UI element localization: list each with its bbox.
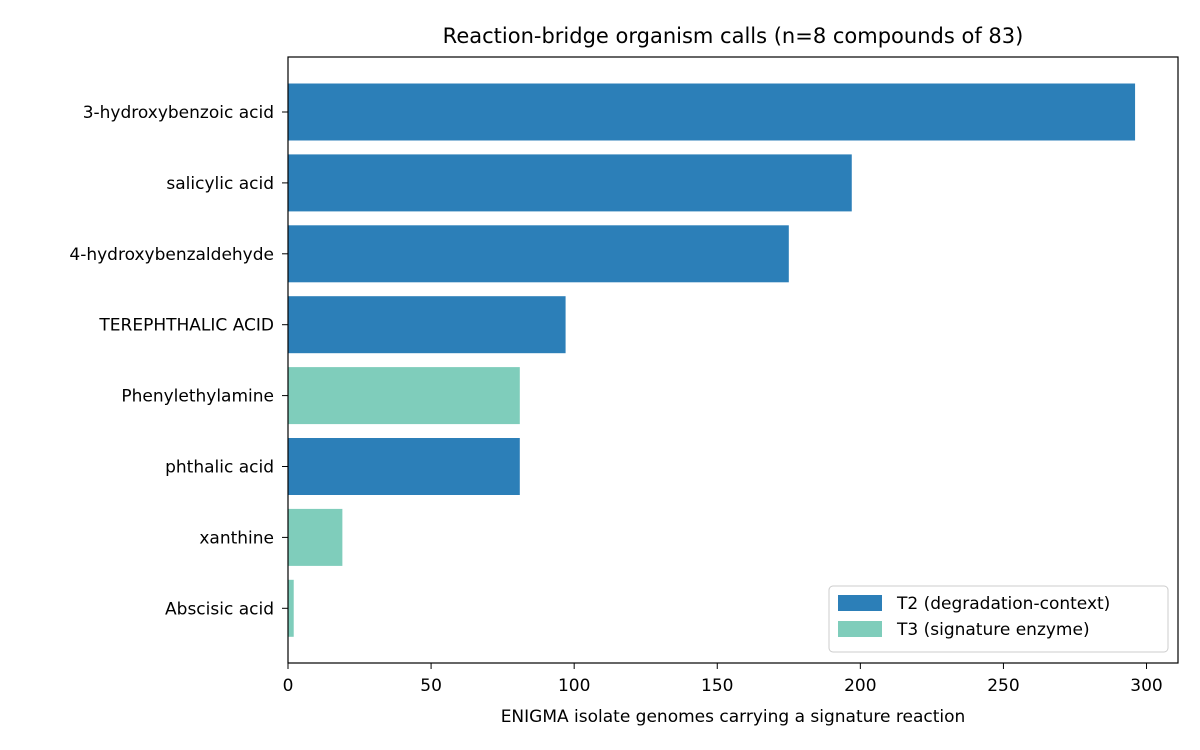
y-tick-label: Phenylethylamine: [121, 387, 274, 407]
x-tick-label: 50: [420, 676, 442, 696]
x-axis-label: ENIGMA isolate genomes carrying a signat…: [501, 707, 966, 727]
x-tick-label: 300: [1130, 676, 1162, 696]
legend-swatch-t3: [838, 621, 882, 637]
legend-label-t3: T3 (signature enzyme): [896, 620, 1090, 640]
y-tick-label: xanthine: [199, 528, 274, 548]
bar-2: [288, 225, 789, 283]
x-tick-label: 100: [558, 676, 590, 696]
x-tick-label: 150: [701, 676, 733, 696]
legend: T2 (degradation-context) T3 (signature en…: [828, 585, 1169, 653]
bar-1: [288, 154, 852, 212]
bar-3: [288, 296, 566, 354]
y-tick-label: 4-hydroxybenzaldehyde: [69, 245, 274, 265]
y-tick-label: Abscisic acid: [165, 599, 274, 619]
y-tick-label: TEREPHTHALIC ACID: [98, 316, 274, 336]
chart-title: Reaction-bridge organism calls (n=8 comp…: [443, 24, 1024, 48]
x-tick-label: 250: [987, 676, 1019, 696]
x-axis-ticks: 0 50 100 150 200 250 300: [283, 663, 1163, 696]
y-tick-label: 3-hydroxybenzoic acid: [83, 103, 274, 123]
y-tick-label: salicylic acid: [166, 174, 274, 194]
bar-7: [288, 579, 294, 637]
bar-6: [288, 508, 343, 566]
y-tick-label: phthalic acid: [165, 458, 274, 478]
bar-0: [288, 83, 1136, 141]
legend-frame: [828, 585, 1169, 653]
bars-group: [288, 83, 1136, 637]
bar-5: [288, 438, 520, 495]
x-tick-label: 200: [844, 676, 876, 696]
y-axis-ticks: 3-hydroxybenzoic acid salicylic acid 4-hyd…: [69, 103, 288, 619]
bar-4: [288, 367, 520, 425]
x-tick-label: 0: [283, 676, 294, 696]
legend-label-t2: T2 (degradation-context): [896, 594, 1110, 614]
legend-swatch-t2: [838, 595, 882, 611]
plot-frame: [287, 56, 1179, 664]
